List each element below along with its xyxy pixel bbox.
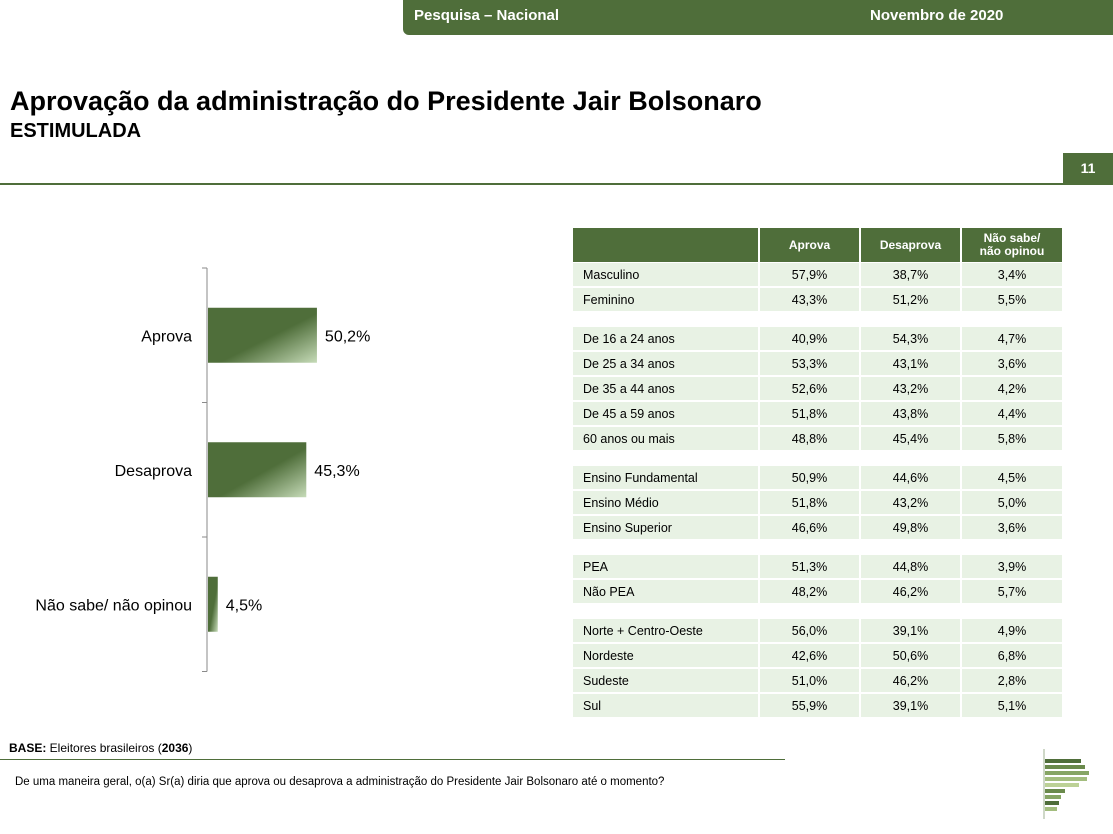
row-value: 53,3% — [760, 352, 859, 375]
row-value: 5,0% — [962, 491, 1062, 514]
value-label: 45,3% — [314, 463, 359, 480]
header-bar: Pesquisa – Nacional Novembro de 2020 — [403, 0, 1113, 35]
row-value: 4,7% — [962, 327, 1062, 350]
row-value: 4,4% — [962, 402, 1062, 425]
row-value: 46,6% — [760, 516, 859, 539]
row-value: 4,9% — [962, 619, 1062, 642]
row-value: 38,7% — [861, 263, 960, 286]
row-value: 54,3% — [861, 327, 960, 350]
row-value: 6,8% — [962, 644, 1062, 667]
row-value: 3,4% — [962, 263, 1062, 286]
row-value: 5,5% — [962, 288, 1062, 311]
row-value: 5,7% — [962, 580, 1062, 603]
row-label: Masculino — [573, 263, 758, 286]
base-text: Eleitores brasileiros ( — [46, 741, 162, 755]
base-close: ) — [188, 741, 193, 755]
page-subtitle: ESTIMULADA — [10, 120, 142, 142]
row-value: 43,1% — [861, 352, 960, 375]
row-value: 51,8% — [760, 402, 859, 425]
row-value: 5,1% — [962, 694, 1062, 717]
survey-date: Novembro de 2020 — [870, 7, 1004, 24]
row-label: De 25 a 34 anos — [573, 352, 758, 375]
row-value: 51,8% — [760, 491, 859, 514]
base-note: BASE: Eleitores brasileiros (2036) — [9, 741, 192, 755]
row-label: De 16 a 24 anos — [573, 327, 758, 350]
row-value: 48,8% — [760, 427, 859, 450]
row-value: 43,8% — [861, 402, 960, 425]
row-value: 57,9% — [760, 263, 859, 286]
row-label: De 45 a 59 anos — [573, 402, 758, 425]
row-value: 51,3% — [760, 555, 859, 578]
row-label: Ensino Médio — [573, 491, 758, 514]
row-value: 49,8% — [861, 516, 960, 539]
row-label: Ensino Fundamental — [573, 466, 758, 489]
category-label: Desaprova — [115, 463, 192, 480]
survey-question: De uma maneira geral, o(a) Sr(a) diria q… — [15, 776, 665, 788]
row-label: De 35 a 44 anos — [573, 377, 758, 400]
bar-1 — [208, 442, 307, 498]
base-label: BASE: — [9, 741, 47, 755]
row-value: 46,2% — [861, 669, 960, 692]
company-logo — [1043, 749, 1089, 819]
page-number: 11 — [1063, 153, 1113, 183]
category-label: Aprova — [141, 328, 192, 345]
row-label: 60 anos ou mais — [573, 427, 758, 450]
header-divider — [0, 183, 1113, 185]
row-value: 5,8% — [962, 427, 1062, 450]
row-value: 50,6% — [861, 644, 960, 667]
table-header-2: Desaprova — [861, 228, 960, 262]
row-value: 56,0% — [760, 619, 859, 642]
row-value: 2,8% — [962, 669, 1062, 692]
category-label: Não sabe/ não opinou — [35, 597, 192, 614]
row-value: 51,0% — [760, 669, 859, 692]
row-value: 44,6% — [861, 466, 960, 489]
base-sample-size: 2036 — [161, 741, 189, 755]
page-title: Aprovação da administração do Presidente… — [10, 86, 762, 116]
row-value: 43,2% — [861, 377, 960, 400]
row-value: 48,2% — [760, 580, 859, 603]
row-value: 3,6% — [962, 352, 1062, 375]
row-label: Feminino — [573, 288, 758, 311]
row-value: 46,2% — [861, 580, 960, 603]
survey-name: Pesquisa – Nacional — [414, 7, 560, 24]
table-header-3: Não sabe/ não opinou — [962, 228, 1062, 262]
row-value: 43,2% — [861, 491, 960, 514]
row-label: Sul — [573, 694, 758, 717]
row-label: PEA — [573, 555, 758, 578]
row-value: 51,2% — [861, 288, 960, 311]
row-value: 4,5% — [962, 466, 1062, 489]
bar-2 — [208, 576, 218, 632]
row-label: Sudeste — [573, 669, 758, 692]
row-label: Nordeste — [573, 644, 758, 667]
row-value: 52,6% — [760, 377, 859, 400]
row-value: 44,8% — [861, 555, 960, 578]
row-value: 55,9% — [760, 694, 859, 717]
row-label: Ensino Superior — [573, 516, 758, 539]
table-header-blank — [573, 228, 758, 262]
row-value: 50,9% — [760, 466, 859, 489]
row-value: 42,6% — [760, 644, 859, 667]
table-header-1: Aprova — [760, 228, 859, 262]
row-value: 4,2% — [962, 377, 1062, 400]
row-value: 3,6% — [962, 516, 1062, 539]
row-value: 3,9% — [962, 555, 1062, 578]
value-label: 50,2% — [325, 328, 370, 345]
approval-bar-chart: Aprova 50,2% Desaprova 45,3% Não sabe/ não o… — [35, 267, 370, 672]
row-value: 39,1% — [861, 694, 960, 717]
row-label: Não PEA — [573, 580, 758, 603]
bar-0 — [208, 307, 317, 363]
row-value: 43,3% — [760, 288, 859, 311]
row-value: 45,4% — [861, 427, 960, 450]
value-label: 4,5% — [226, 597, 262, 614]
footer-divider — [0, 759, 785, 760]
row-label: Norte + Centro-Oeste — [573, 619, 758, 642]
row-value: 40,9% — [760, 327, 859, 350]
row-value: 39,1% — [861, 619, 960, 642]
